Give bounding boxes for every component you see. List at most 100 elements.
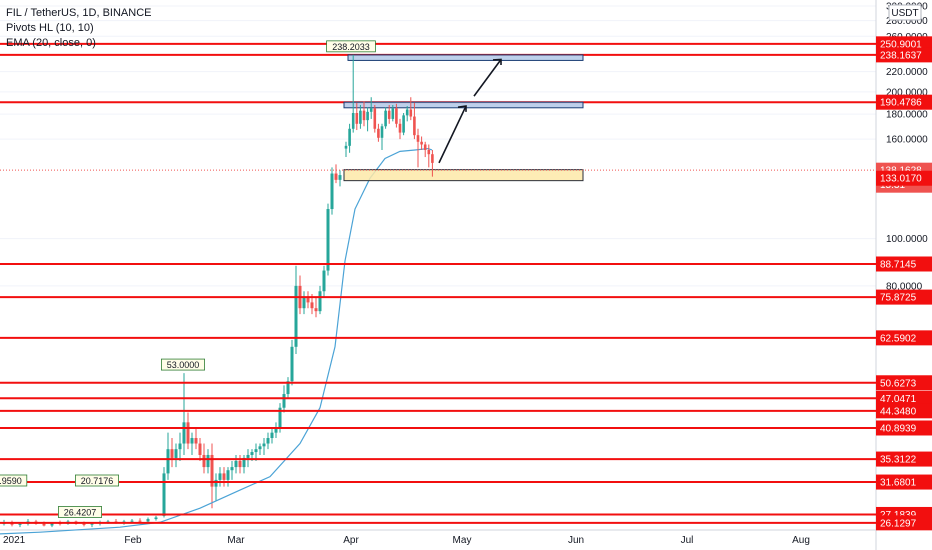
candle-body [226, 470, 230, 480]
currency-badge-box[interactable] [888, 4, 922, 21]
candle-body[interactable] [344, 145, 348, 149]
candle-body [266, 438, 270, 444]
pivot-label[interactable]: 26.4207 [58, 506, 103, 518]
candle-body [138, 520, 142, 522]
candle-body [302, 296, 306, 309]
price-tick-label: 180.0000 [886, 110, 928, 121]
recent-candles[interactable] [344, 54, 434, 177]
candle-body[interactable] [366, 111, 369, 121]
candle-body[interactable] [395, 108, 398, 124]
price-tick-label: 100.0000 [886, 234, 928, 245]
candle-body [334, 173, 338, 180]
candle-body[interactable] [384, 110, 387, 127]
candle-body[interactable] [369, 108, 373, 112]
candle-body[interactable] [427, 149, 431, 155]
time-tick-label: Feb [124, 535, 142, 546]
candle-body [178, 443, 182, 450]
level-price-label: 31.6801 [880, 478, 917, 489]
pivot-label-box [160, 358, 205, 371]
candle-body[interactable] [402, 115, 405, 133]
candle-body[interactable] [351, 112, 355, 129]
candle-body [258, 446, 262, 450]
candle-body[interactable] [413, 116, 416, 136]
candle-body[interactable] [355, 112, 359, 124]
time-tick-label: May [453, 535, 472, 546]
projection-arrows[interactable] [438, 58, 502, 164]
level-price-tag [876, 420, 932, 436]
candle-body [50, 523, 54, 526]
level-price-tag [876, 256, 932, 272]
candle-body [290, 346, 294, 382]
candle-body [210, 454, 214, 487]
candle-body [130, 520, 134, 522]
pivot-label[interactable]: 9.9590 [0, 474, 28, 487]
currency-badge[interactable]: USDT [888, 4, 922, 21]
candle-body [330, 173, 334, 210]
candle-body [174, 449, 178, 458]
pivot-label-text: 26.4207 [64, 507, 97, 517]
chart-legend: FIL / TetherUS, 1D, BINANCE Pivots HL (1… [6, 6, 152, 51]
indicator-pivots[interactable]: Pivots HL (10, 10) [6, 22, 94, 34]
candle-body[interactable] [359, 110, 362, 124]
arrow-line [473, 59, 502, 97]
level-price-tag [876, 390, 932, 406]
candle-body [242, 457, 246, 468]
time-tick-label: Apr [343, 535, 359, 546]
candle-body [198, 443, 202, 455]
price-tick-label: 220.0000 [886, 67, 928, 78]
candle-body[interactable] [398, 123, 402, 133]
candle-body[interactable] [362, 110, 366, 121]
zone-price-tag [876, 170, 932, 186]
candle-body[interactable] [380, 126, 384, 138]
candle-body[interactable] [348, 128, 351, 146]
candle-body [206, 454, 210, 468]
candle-body[interactable] [420, 141, 423, 145]
candle-body[interactable] [409, 109, 413, 117]
price-tick-label: 200.0000 [886, 87, 928, 98]
support-zone[interactable] [343, 169, 584, 182]
indicator-ema[interactable]: EMA (20, close, 0) [6, 37, 96, 49]
upper-target-zone[interactable] [347, 54, 584, 61]
level-price-label: 26.1297 [880, 518, 917, 529]
candle-body[interactable] [423, 144, 427, 150]
level-price-tag [876, 403, 932, 419]
pivot-label[interactable]: 53.0000 [160, 358, 205, 371]
candle-body [190, 438, 194, 444]
pivot-label[interactable]: 20.7176 [75, 474, 120, 487]
pivot-label-box [75, 474, 120, 487]
pivot-label-text: 20.7176 [81, 476, 114, 486]
candle-body [202, 454, 206, 468]
pivot-label-text: 238.2033 [332, 42, 370, 52]
candle-body[interactable] [405, 109, 409, 116]
ema-line [0, 147, 433, 535]
candle-body[interactable] [373, 108, 377, 129]
candle-body [322, 270, 326, 292]
level-price-tag [876, 289, 932, 305]
candle-body [310, 302, 314, 309]
pivot-label[interactable]: 238.2033 [326, 40, 376, 53]
resistance-zone[interactable] [343, 101, 584, 109]
level-price-tag [876, 330, 932, 346]
candle-body [246, 454, 250, 458]
candle-body[interactable] [391, 108, 395, 119]
symbol-title[interactable]: FIL / TetherUS, 1D, BINANCE [6, 7, 152, 19]
arrow-line [438, 105, 467, 164]
candle-body[interactable] [416, 135, 420, 142]
candle-body [182, 422, 186, 444]
level-price-tag [876, 375, 932, 391]
candle-body[interactable] [387, 110, 391, 119]
candle-body [230, 467, 234, 471]
price-tick-label: 280.0000 [886, 16, 928, 27]
candle-body [262, 443, 266, 447]
candle-body[interactable] [377, 128, 380, 138]
candle-body[interactable] [431, 154, 434, 163]
currency-badge-label[interactable]: USDT [891, 8, 918, 19]
level-price-label: 238.1637 [880, 50, 922, 61]
candle-body [234, 460, 238, 468]
candle-body [154, 517, 158, 520]
level-price-label: 75.8725 [880, 293, 917, 304]
candle-body [282, 394, 286, 408]
